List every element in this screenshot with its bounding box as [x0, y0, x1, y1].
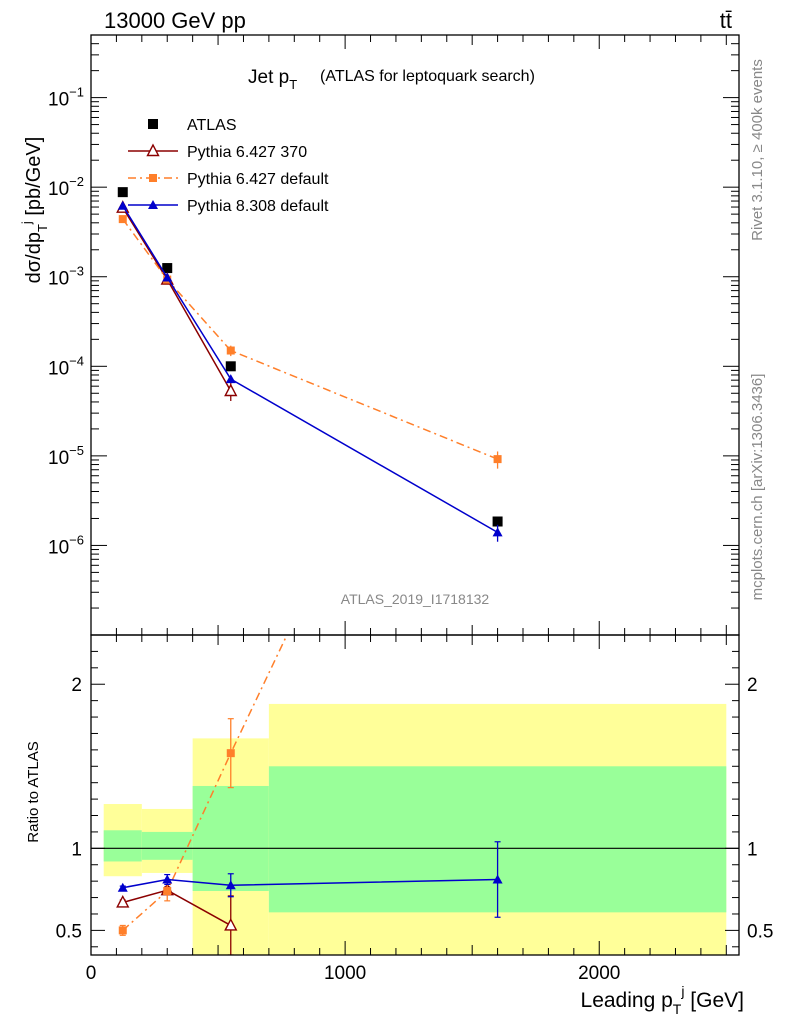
- legend-label-pythia-6-427-370: Pythia 6.427 370: [187, 144, 307, 161]
- main-point-pythia-8-308-default: [492, 527, 503, 537]
- ratio-point-pythia-6-427-370: [116, 894, 130, 908]
- ratio-uncertainty-bands: [91, 703, 739, 955]
- ratio-y-tick-label-left: 0.5: [56, 921, 82, 942]
- legend-label-atlas: ATLAS: [187, 117, 237, 134]
- main-y-tick-label: 10−2: [48, 174, 84, 200]
- main-point-pythia-8-308-default: [117, 200, 128, 210]
- x-tick-label: 0: [86, 963, 97, 984]
- plot-title: Jet pT (ATLAS for leptoquark search): [248, 67, 535, 92]
- main-line-pythia-6-427-370: [122, 207, 232, 392]
- main-point-atlas: [162, 263, 173, 274]
- ratio-point-pythia-8-308-default: [492, 874, 503, 884]
- main-line-pythia-6-427-default: [122, 218, 498, 460]
- main-point-atlas: [117, 187, 128, 198]
- legend-marker-pythia-6-427-default: [149, 174, 157, 182]
- axes: 0 1000 2000 10−1 10−2 10−3 10−4 10−5 10−6 0.5 0.5 1…: [48, 34, 773, 984]
- ratio-y-tick-label-right: 2: [747, 675, 758, 696]
- main-point-pythia-8-308-default: [162, 272, 173, 282]
- ratio-line-pythia-8-308-default: [122, 878, 498, 889]
- analysis-id: ATLAS_2019_I1718132: [341, 591, 490, 607]
- ratio-plot-frame: [90, 634, 740, 956]
- svg-text:Jet pT: Jet pT: [248, 67, 297, 92]
- svg-text:(ATLAS for leptoquark search): (ATLAS for leptoquark search): [320, 68, 535, 85]
- ratio-point-pythia-6-427-370: [224, 917, 238, 931]
- main-point-pythia-6-427-default: [493, 455, 502, 464]
- ratio-point-pythia-6-427-default: [118, 926, 127, 935]
- ratio-point-pythia-8-308-default: [117, 882, 128, 892]
- ratio-point-pythia-8-308-default: [162, 874, 173, 884]
- x-tick-label: 1000: [324, 963, 366, 984]
- rivet-label: Rivet 3.1.10, ≥ 400k events: [749, 59, 766, 241]
- process-label: tt̄: [720, 8, 732, 33]
- ratio-point-pythia-6-427-default: [226, 749, 235, 758]
- ratio-y-tick-label-left: 2: [71, 675, 82, 696]
- main-y-tick-label: 10−6: [48, 532, 84, 558]
- source-label: mcplots.cern.ch [arXiv:1306.3436]: [749, 374, 766, 601]
- main-y-tick-label: 10−3: [48, 264, 84, 290]
- main-y-tick-label: 10−4: [48, 353, 84, 379]
- main-point-pythia-8-308-default: [225, 374, 236, 384]
- ratio-y-tick-label-right: 0.5: [747, 921, 773, 942]
- y-axis-label-ratio: Ratio to ATLAS: [25, 741, 42, 842]
- x-axis-label: Leading pTj [GeV]: [581, 983, 744, 1017]
- stat-uncertainty-band-0: [103, 830, 142, 862]
- legend-label-pythia-8-308-default: Pythia 8.308 default: [187, 198, 329, 215]
- ratio-plot: [116, 635, 503, 955]
- legend-marker-pythia-6-427-370: [146, 143, 160, 157]
- ratio-point-pythia-6-427-default: [163, 887, 172, 895]
- energy-label: 13000 GeV pp: [104, 8, 246, 33]
- main-point-atlas: [492, 516, 503, 527]
- main-point-atlas: [225, 361, 236, 372]
- ratio-y-tick-label-right: 1: [747, 839, 758, 860]
- main-y-tick-label: 10−1: [48, 85, 84, 111]
- main-point-pythia-6-427-default: [118, 215, 127, 224]
- ratio-point-pythia-8-308-default: [225, 880, 236, 890]
- legend-marker-pythia-8-308-default: [148, 200, 158, 209]
- legend-label-pythia-6-427-default: Pythia 6.427 default: [187, 171, 329, 188]
- legend-marker-atlas: [148, 119, 158, 129]
- main-point-pythia-6-427-370: [224, 383, 238, 397]
- legend: ATLAS Pythia 6.427 370 Pythia 6.427 defaul…: [128, 117, 329, 215]
- svg-text:dσ/dpTj [pb/GeV]: dσ/dpTj [pb/GeV]: [19, 137, 50, 284]
- svg-text:Leading pTj [GeV]: Leading pTj [GeV]: [581, 983, 744, 1017]
- ratio-y-tick-label-left: 1: [71, 839, 82, 860]
- y-axis-label-main: dσ/dpTj [pb/GeV]: [19, 137, 50, 284]
- main-y-tick-label: 10−5: [48, 443, 84, 469]
- stat-uncertainty-band-1: [141, 831, 193, 860]
- main-plot: [116, 187, 503, 542]
- main-line-pythia-8-308-default: [122, 205, 498, 533]
- main-point-pythia-6-427-default: [226, 346, 235, 355]
- x-tick-label: 2000: [578, 963, 620, 984]
